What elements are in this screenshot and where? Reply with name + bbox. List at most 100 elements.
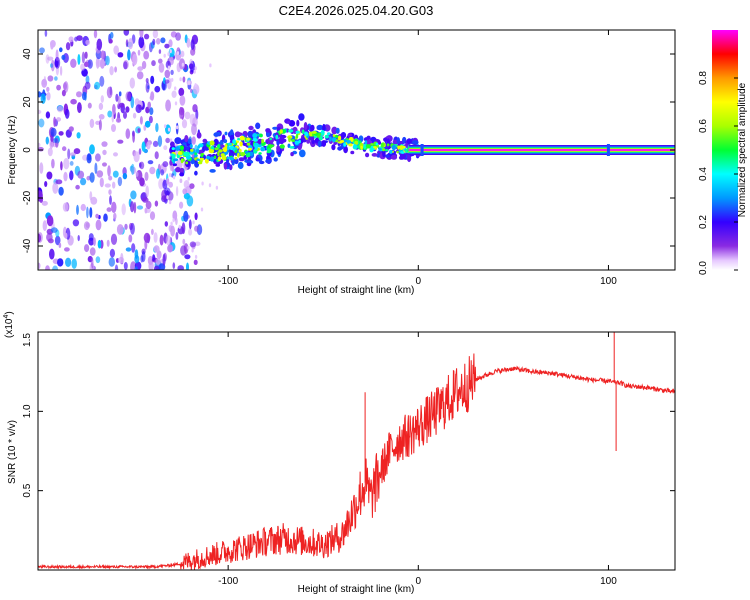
- noise-speckle: [106, 207, 112, 212]
- noise-speckle: [183, 210, 189, 222]
- drift-core: [337, 135, 342, 141]
- drift-core: [197, 161, 203, 165]
- drift-core: [175, 146, 180, 151]
- noise-speckle: [42, 220, 47, 232]
- drift-core: [227, 142, 232, 146]
- noise-speckle: [179, 178, 183, 184]
- noise-speckle: [54, 76, 58, 81]
- noise-speckle: [174, 86, 177, 91]
- noise-speckle: [77, 54, 81, 65]
- drift-core: [389, 149, 393, 154]
- noise-speckle: [50, 227, 58, 233]
- drift-halo: [267, 137, 274, 144]
- noise-speckle: [61, 89, 66, 97]
- noise-speckle: [93, 237, 96, 247]
- drift-core: [189, 144, 193, 149]
- noise-speckle: [65, 257, 72, 267]
- drift-halo: [179, 172, 185, 177]
- drift-halo: [386, 138, 390, 145]
- noise-speckle: [184, 111, 191, 120]
- drift-halo: [383, 137, 388, 142]
- drift-halo: [215, 163, 221, 167]
- drift-core: [259, 133, 263, 138]
- noise-speckle: [192, 220, 195, 225]
- noise-speckle: [130, 222, 135, 235]
- noise-speckle: [77, 102, 82, 114]
- noise-speckle: [181, 62, 185, 67]
- noise-speckle: [139, 30, 144, 38]
- noise-speckle: [138, 148, 142, 155]
- noise-speckle: [118, 102, 125, 108]
- noise-speckle: [153, 232, 158, 243]
- drift-halo: [255, 122, 261, 130]
- drift-core: [362, 143, 367, 149]
- drift-halo: [371, 153, 378, 157]
- drift-core: [376, 144, 380, 148]
- noise-speckle: [38, 146, 44, 152]
- noise-speckle: [63, 171, 68, 182]
- drift-core: [171, 154, 176, 159]
- noise-speckle: [155, 122, 159, 133]
- noise-speckle: [162, 161, 169, 168]
- drift-core: [185, 161, 189, 165]
- drift-core: [271, 144, 274, 147]
- noise-speckle: [160, 169, 165, 176]
- noise-speckle: [106, 239, 110, 247]
- noise-speckle: [145, 185, 149, 198]
- drift-halo: [246, 162, 252, 167]
- drift-core: [217, 151, 220, 157]
- noise-speckle: [41, 200, 48, 206]
- noise-speckle: [121, 203, 126, 216]
- noise-speckle: [194, 241, 201, 247]
- noise-speckle: [152, 38, 156, 46]
- drift-core: [320, 129, 325, 136]
- noise-speckle: [52, 265, 59, 270]
- drift-halo: [406, 138, 412, 145]
- drift-halo: [187, 138, 192, 144]
- noise-speckle: [38, 91, 42, 98]
- snr-xlabel: Height of straight line (km): [298, 584, 415, 595]
- noise-speckle: [184, 254, 191, 260]
- noise-speckle: [38, 109, 42, 115]
- noise-speckle: [89, 172, 95, 183]
- noise-speckle: [136, 205, 144, 210]
- drift-halo: [194, 161, 200, 168]
- drift-halo: [202, 138, 208, 143]
- noise-speckle: [63, 158, 70, 170]
- noise-speckle: [147, 101, 151, 110]
- drift-core: [171, 147, 175, 151]
- noise-speckle: [141, 141, 146, 152]
- drift-halo: [322, 123, 326, 131]
- noise-speckle: [48, 238, 54, 244]
- noise-speckle: [191, 123, 197, 136]
- noise-speckle: [181, 222, 186, 235]
- noise-speckle: [130, 190, 137, 200]
- spec-xtick-label: -100: [218, 276, 238, 287]
- noise-speckle: [154, 85, 161, 93]
- noise-speckle: [195, 109, 199, 120]
- drift-core: [289, 146, 295, 149]
- noise-speckle: [193, 259, 198, 265]
- noise-speckle: [73, 148, 81, 155]
- drift-core: [177, 151, 183, 156]
- drift-halo: [266, 155, 270, 161]
- noise-speckle: [165, 124, 171, 135]
- noise-speckle: [106, 86, 113, 99]
- noise-speckle: [87, 102, 92, 109]
- drift-core: [195, 148, 200, 154]
- noise-speckle: [144, 171, 149, 181]
- noise-speckle: [164, 187, 171, 196]
- drift-core: [197, 145, 201, 149]
- noise-speckle: [179, 107, 185, 116]
- noise-speckle: [132, 53, 138, 66]
- noise-speckle: [188, 219, 192, 230]
- drift-core: [183, 151, 188, 157]
- drift-halo: [321, 140, 327, 147]
- noise-speckle: [162, 179, 168, 190]
- noise-speckle: [165, 137, 171, 144]
- carrier-glitch: [420, 144, 424, 156]
- noise-speckle: [183, 192, 190, 200]
- noise-speckle: [76, 132, 81, 139]
- noise-speckle: [112, 170, 119, 178]
- noise-speckle: [98, 102, 104, 110]
